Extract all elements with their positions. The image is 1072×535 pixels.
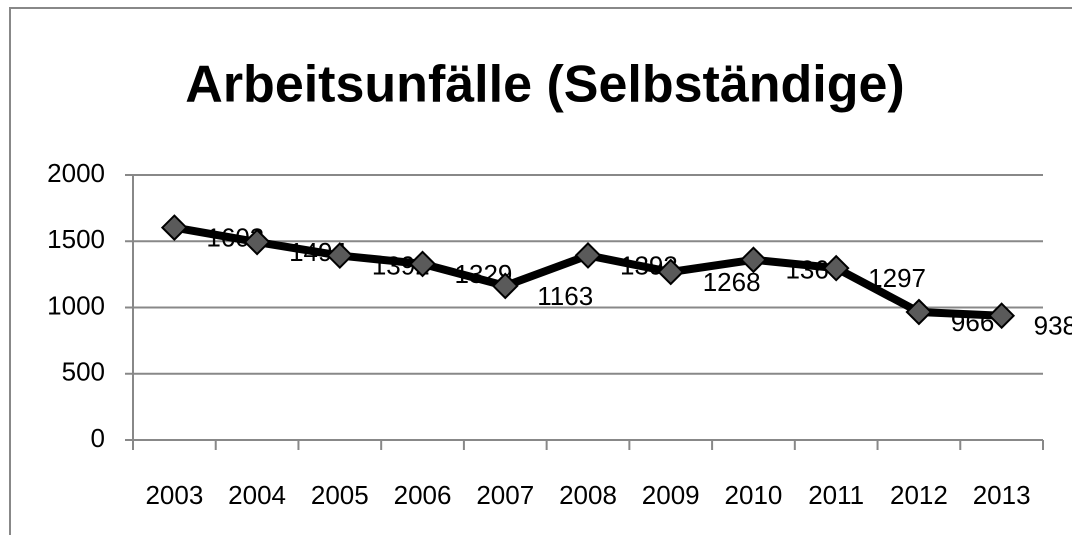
x-tick-label: 2011 — [808, 480, 864, 510]
y-tick-label: 2000 — [47, 158, 105, 188]
y-tick-label: 1500 — [47, 224, 105, 254]
x-tick-label: 2006 — [394, 480, 452, 510]
marker — [326, 242, 354, 269]
marker — [243, 228, 271, 256]
marker — [409, 250, 436, 278]
y-tick-label: 0 — [91, 423, 105, 453]
marker — [491, 272, 519, 300]
data-label: 938 — [1034, 311, 1072, 341]
x-tick-label: 2005 — [311, 480, 369, 510]
marker — [988, 302, 1016, 330]
marker — [740, 246, 767, 274]
marker — [905, 298, 933, 326]
x-tick-label: 2009 — [642, 480, 700, 510]
x-tick-label: 2003 — [145, 480, 203, 510]
x-tick-label: 2007 — [476, 480, 534, 510]
x-tick-label: 2013 — [973, 480, 1031, 510]
marker — [160, 214, 188, 242]
x-tick-label: 2008 — [559, 480, 617, 510]
marker — [657, 258, 685, 286]
marker — [574, 242, 602, 269]
data-label: 1268 — [703, 267, 761, 297]
y-tick-label: 1000 — [47, 290, 105, 320]
data-label: 1163 — [537, 281, 593, 311]
data-label: 1297 — [868, 263, 926, 293]
x-tick-label: 2004 — [228, 480, 286, 510]
data-label: 966 — [951, 307, 994, 337]
chart-title: Arbeitsunfälle (Selbständige) — [185, 56, 904, 114]
chart-frame — [9, 7, 1072, 535]
x-tick-label: 2012 — [890, 480, 948, 510]
marker — [822, 254, 850, 282]
x-tick-label: 2010 — [725, 480, 783, 510]
y-tick-label: 500 — [62, 357, 105, 387]
